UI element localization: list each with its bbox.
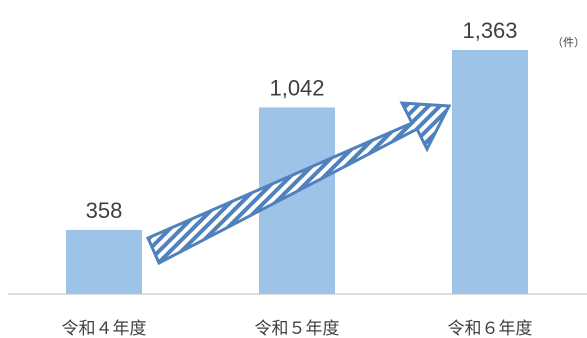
bars-layer [66,50,528,294]
trend-arrow-icon [146,101,452,266]
unit-label: （件） [552,36,585,49]
bar-value-label: 358 [86,198,123,223]
bar-1 [66,229,142,294]
category-labels-layer: 令和４年度 令和５年度 令和６年度 [62,319,533,338]
bar-value-label: 1,042 [269,75,324,100]
category-label: 令和４年度 [62,319,147,338]
bar-value-label: 1,363 [462,18,517,43]
bar-3 [452,50,528,294]
value-labels-layer: 358 1,042 1,363 [86,18,518,223]
category-label: 令和６年度 [448,319,533,338]
category-label: 令和５年度 [255,319,340,338]
